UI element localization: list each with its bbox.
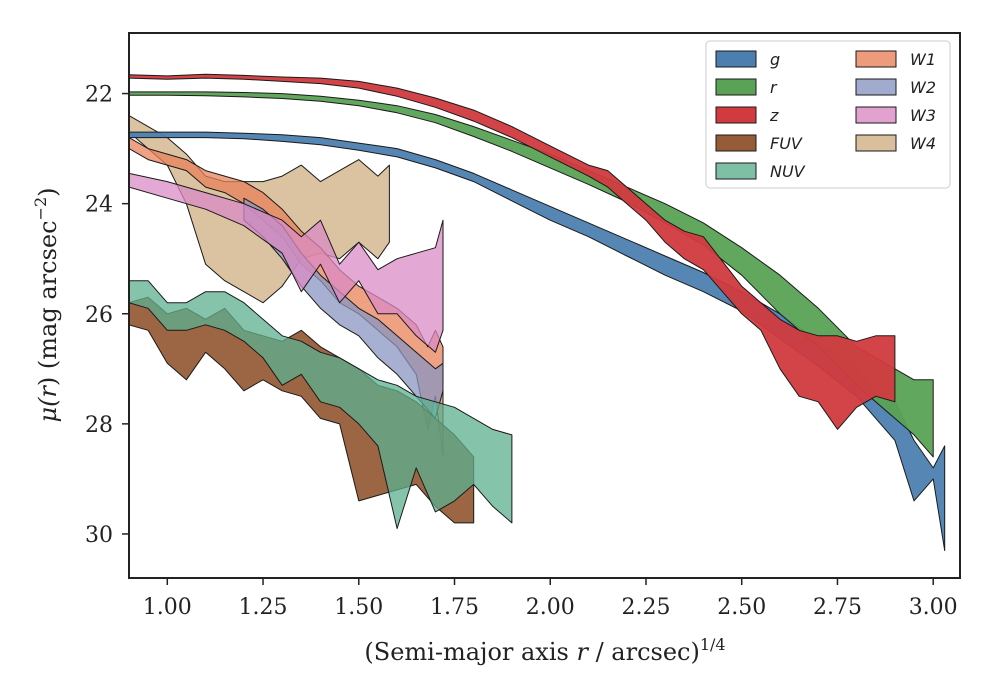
legend-label-z: z bbox=[769, 106, 779, 125]
y-tick-label: 24 bbox=[85, 193, 113, 218]
legend-swatch-W2 bbox=[855, 78, 897, 96]
plot-frame bbox=[128, 32, 961, 579]
x-axis-ticks: 1.00 1.25 1.50 1.75 2.00 2.25 2.50 2.75 3.00 bbox=[143, 578, 958, 620]
x-tick-label: 3.00 bbox=[909, 595, 958, 620]
x-tick-label: 1.50 bbox=[334, 595, 383, 620]
y-tick-label: 22 bbox=[85, 83, 113, 108]
legend-swatch-g bbox=[715, 50, 757, 68]
legend: grz FUV NUV W1 W2 W3 W4 bbox=[705, 40, 951, 189]
x-tick-label: 1.75 bbox=[430, 595, 479, 620]
band-z bbox=[129, 73, 896, 430]
x-axis-label: (Semi-major axis r / arcsec)1/4 bbox=[364, 635, 725, 666]
band-g bbox=[129, 131, 946, 551]
legend-swatch-W3 bbox=[855, 106, 897, 124]
y-axis-ticks: 22 24 26 28 30 bbox=[85, 83, 129, 548]
x-tick-label: 2.50 bbox=[717, 595, 766, 620]
legend-label-g: g bbox=[770, 50, 780, 69]
band-r bbox=[129, 91, 934, 458]
legend-swatch-NUV bbox=[715, 162, 757, 180]
x-tick-label: 2.25 bbox=[621, 595, 670, 620]
x-tick-label: 1.25 bbox=[239, 595, 288, 620]
legend-swatch-r bbox=[715, 78, 757, 96]
legend-label-NUV: NUV bbox=[770, 162, 806, 181]
legend-label-W1: W1 bbox=[910, 50, 936, 69]
legend-swatch-W4 bbox=[855, 134, 897, 152]
legend-swatch-W1 bbox=[855, 50, 897, 68]
y-axis-label: μ(r) (mag arcsec−2) bbox=[31, 187, 62, 422]
legend-label-W2: W2 bbox=[910, 78, 936, 97]
x-tick-label: 1.00 bbox=[143, 595, 192, 620]
y-tick-label: 30 bbox=[85, 523, 113, 548]
x-tick-label: 2.75 bbox=[813, 595, 862, 620]
data-bands bbox=[129, 73, 946, 551]
legend-label-FUV: FUV bbox=[770, 134, 803, 153]
legend-label-W3: W3 bbox=[910, 106, 936, 125]
y-tick-label: 26 bbox=[85, 303, 113, 328]
x-tick-label: 2.00 bbox=[526, 595, 575, 620]
legend-label-r: r bbox=[770, 78, 778, 97]
y-tick-label: 28 bbox=[85, 413, 113, 438]
legend-label-W4: W4 bbox=[910, 134, 936, 153]
legend-swatch-z bbox=[715, 106, 757, 124]
band-NUV bbox=[129, 280, 513, 529]
legend-swatch-FUV bbox=[715, 134, 757, 152]
band-W3 bbox=[129, 172, 444, 353]
